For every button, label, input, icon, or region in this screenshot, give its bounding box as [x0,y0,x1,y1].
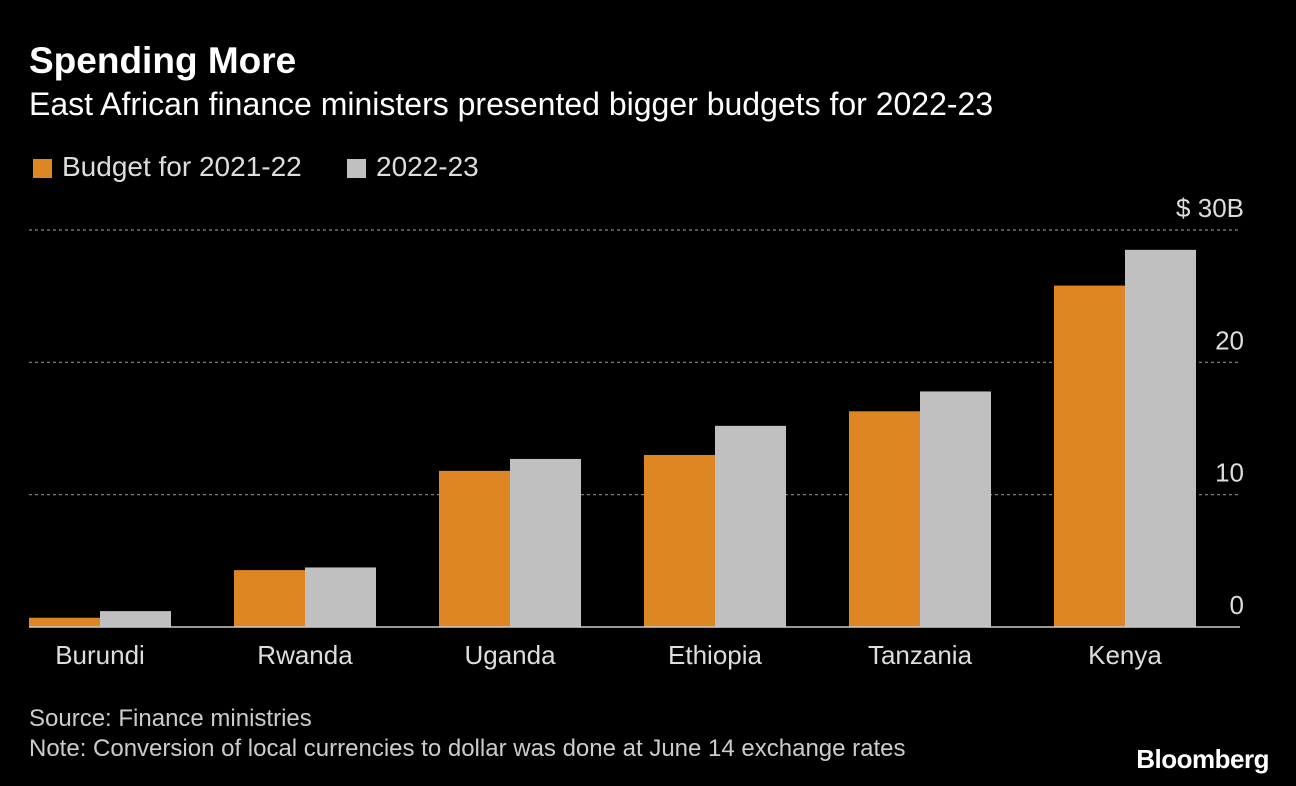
bar-uganda-2022-23 [510,458,581,627]
bar-chart: $ 30B 20 10 0 Burundi Rwanda Uganda Ethiopia Tan… [29,193,1244,670]
x-tick-label: Kenya [1088,640,1162,670]
bar-rwanda-2021-22 [234,570,305,627]
y-tick-label: 0 [1230,590,1244,620]
x-tick-label: Ethiopia [668,640,762,670]
bar-rwanda-2022-23 [305,567,376,627]
y-tick-label: 20 [1215,325,1244,355]
x-tick-label: Burundi [55,640,145,670]
chart-subtitle: East African finance ministers presented… [29,86,994,122]
bar-ethiopia-2022-23 [715,425,786,627]
y-tick-label: 10 [1215,458,1244,488]
bar-ethiopia-2021-22 [644,454,715,627]
chart-title: Spending More [29,40,297,81]
x-tick-label: Rwanda [257,640,353,670]
bar-uganda-2021-22 [439,470,510,627]
legend-label-2022-23: 2022-23 [376,151,479,182]
bar-tanzania-2022-23 [920,391,991,627]
exchange-rate-note: Note: Conversion of local currencies to … [29,735,906,762]
x-tick-label: Tanzania [868,640,973,670]
bar-burundi-2021-22 [29,617,100,627]
bar-kenya-2022-23 [1125,249,1196,627]
source-note: Source: Finance ministries [29,705,312,732]
bar-tanzania-2021-22 [849,411,920,627]
legend-swatch-2021-22 [33,159,52,178]
legend-swatch-2022-23 [347,159,366,178]
y-tick-label: $ 30B [1176,193,1244,223]
bar-kenya-2021-22 [1054,285,1125,627]
bar-burundi-2022-23 [100,611,171,627]
bloomberg-logo: Bloomberg [1136,744,1269,774]
legend-label-2021-22: Budget for 2021-22 [62,151,302,182]
x-tick-label: Uganda [464,640,556,670]
